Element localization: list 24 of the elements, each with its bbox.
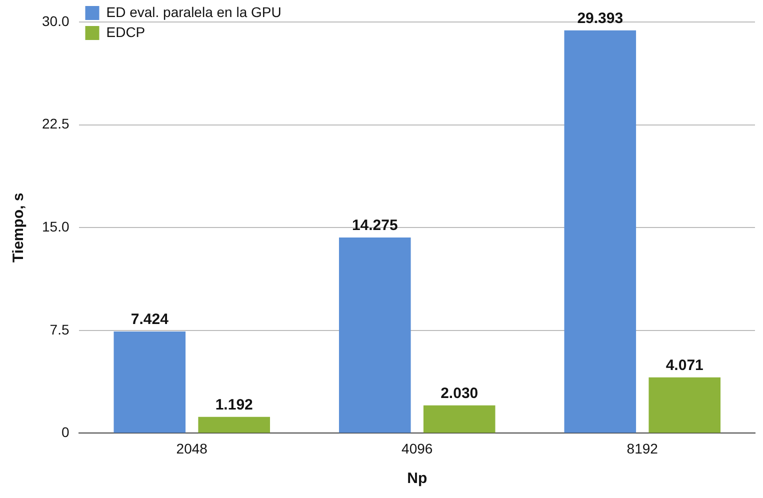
bar (564, 30, 636, 433)
y-tick-label: 15.0 (42, 218, 70, 234)
legend-label: EDCP (106, 24, 146, 40)
y-tick-label: 7.5 (50, 321, 70, 338)
data-label: 2.030 (440, 385, 478, 402)
x-tick-label: 4096 (402, 440, 433, 456)
bar (198, 416, 270, 433)
data-label: 14.275 (352, 217, 398, 234)
y-tick-label: 30.0 (42, 12, 70, 29)
bar (648, 377, 721, 433)
legend-label: ED eval. paralela en la GPU (106, 4, 282, 20)
data-label: 29.393 (577, 10, 624, 27)
data-label: 1.192 (215, 396, 253, 414)
bar (423, 405, 496, 433)
bar (338, 238, 411, 433)
x-axis-title: Np (407, 470, 428, 488)
data-label: 4.071 (666, 357, 704, 374)
x-tick-label: 8192 (626, 440, 658, 456)
y-tick-label: 0 (61, 424, 70, 440)
y-tick-label: 22.5 (42, 116, 70, 132)
y-axis-title: Tiempo, s (10, 192, 28, 262)
data-label: 7.424 (130, 311, 170, 328)
x-tick-label: 2048 (176, 440, 208, 456)
bar (114, 331, 186, 433)
